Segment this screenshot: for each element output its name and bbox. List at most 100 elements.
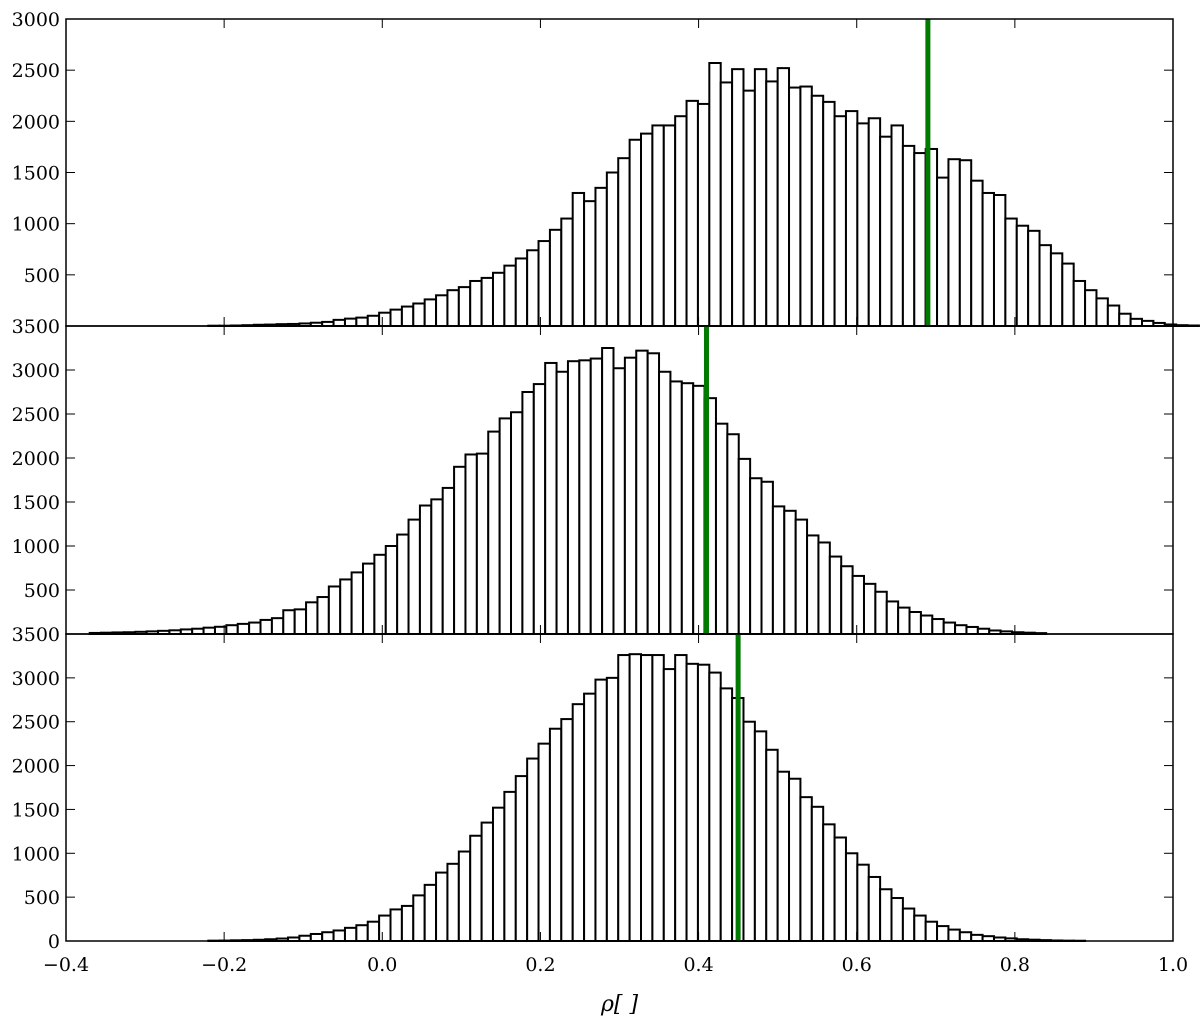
histogram-bar xyxy=(942,621,957,635)
histogram-bar xyxy=(794,518,809,635)
histogram-bar xyxy=(640,654,654,943)
x-tick-label: 0.8 xyxy=(1000,954,1030,976)
histogram-bar xyxy=(526,249,540,327)
histogram-bar xyxy=(901,907,916,942)
histogram-bar xyxy=(612,367,626,635)
histogram-bar xyxy=(1072,279,1087,327)
histogram-bar xyxy=(373,553,387,635)
histogram-bar xyxy=(1129,317,1144,328)
histogram-bar xyxy=(321,931,335,943)
histogram-bar xyxy=(954,624,968,636)
histogram-bar xyxy=(753,68,768,327)
histogram-bar xyxy=(1118,312,1132,328)
panel-1: 500 1000 1500 2000 2500 3000 xyxy=(12,9,1200,328)
histogram-bar xyxy=(378,914,392,943)
histogram-bar xyxy=(480,276,494,327)
histogram-bar xyxy=(537,240,551,328)
histogram-bar xyxy=(435,294,449,327)
histogram-bar xyxy=(339,578,353,636)
y-tick-label: 2000 xyxy=(12,448,60,470)
histogram-bar xyxy=(890,897,904,943)
histogram-bar xyxy=(1084,289,1098,327)
histogram-bar xyxy=(753,730,768,942)
histogram-bar xyxy=(1186,324,1200,328)
histogram-bar xyxy=(526,757,540,942)
histogram-bar xyxy=(389,908,403,942)
histogram-bar xyxy=(1015,224,1030,327)
y-tick-label: 1500 xyxy=(12,492,60,514)
histogram-bar xyxy=(480,821,494,942)
y-tick-label: 2500 xyxy=(12,60,60,82)
histogram-bar xyxy=(1175,324,1189,328)
y-tick-label: 3000 xyxy=(12,668,60,690)
histogram-bar xyxy=(327,585,342,635)
histogram-bar xyxy=(316,596,330,635)
x-tick-label: 1.0 xyxy=(1158,954,1188,976)
histogram-bar xyxy=(640,132,654,327)
histogram-bar xyxy=(412,302,426,327)
histogram-bar xyxy=(776,67,791,328)
histogram-bar xyxy=(788,777,802,942)
histogram-bar xyxy=(457,286,472,328)
y-tick-label: 2500 xyxy=(12,404,60,426)
histogram-bar xyxy=(491,271,506,327)
y-tick-label: 3000 xyxy=(12,9,60,31)
histogram-bar xyxy=(537,742,551,943)
histogram-bar xyxy=(282,609,296,635)
histogram-bar xyxy=(651,654,665,943)
histogram-bar xyxy=(867,117,882,327)
histogram-bar xyxy=(628,138,643,327)
histogram-bar xyxy=(560,718,574,943)
histogram-bar xyxy=(931,618,945,635)
histogram-bar xyxy=(635,349,649,635)
histogram-bar xyxy=(514,775,529,943)
histogram-bar xyxy=(498,417,513,635)
histogram-bar xyxy=(469,834,483,942)
histogram-bar xyxy=(890,124,904,327)
histogram-bar xyxy=(213,625,228,635)
histogram-bar xyxy=(788,86,802,327)
histogram-bar xyxy=(435,871,449,943)
y-tick-label: 1000 xyxy=(12,843,60,865)
histogram-bar xyxy=(571,191,586,327)
y-tick-label: 1000 xyxy=(12,214,60,236)
histogram-bar xyxy=(521,391,535,635)
histogram-bar xyxy=(503,790,517,943)
histogram-bar xyxy=(605,676,620,942)
histogram-bar xyxy=(617,654,631,943)
histogram-bar xyxy=(202,626,216,636)
histogram-bar xyxy=(594,186,608,327)
histogram-bar xyxy=(913,914,927,943)
histogram-bar xyxy=(361,562,376,635)
histogram-bar xyxy=(1061,262,1075,327)
histogram-bar xyxy=(696,663,711,942)
histogram-bar xyxy=(293,608,308,635)
histogram-bar xyxy=(578,359,592,635)
histogram-bar xyxy=(566,360,581,635)
histogram-bar xyxy=(806,534,820,635)
histogram-bar xyxy=(674,654,688,943)
histogram-bar xyxy=(924,920,939,943)
histogram-bar xyxy=(259,618,273,635)
histogram-bar xyxy=(742,720,756,943)
histogram-bar xyxy=(1038,244,1052,327)
histogram-bar xyxy=(583,692,597,942)
histogram-bar xyxy=(851,574,865,635)
histogram-bar xyxy=(958,931,973,943)
x-tick-label: 0.2 xyxy=(525,954,555,976)
histogram-bar xyxy=(1106,304,1121,327)
x-tick-label: −0.4 xyxy=(43,954,89,976)
y-tick-label: 2000 xyxy=(12,111,60,133)
histogram-bar xyxy=(992,194,1007,327)
histogram-bar xyxy=(601,347,615,635)
histogram-bar xyxy=(936,925,950,942)
histogram-bar xyxy=(400,305,415,328)
x-tick-label: 0.6 xyxy=(842,954,872,976)
histogram-bar xyxy=(662,668,677,942)
histogram-bar xyxy=(760,480,774,636)
histogram-bar xyxy=(822,100,836,327)
histogram-bar xyxy=(469,279,483,327)
panel-2: 500 1000 1500 2000 2500 3000 3500 xyxy=(12,316,1174,636)
histogram-bar xyxy=(453,465,467,635)
histogram-bar xyxy=(366,314,381,327)
